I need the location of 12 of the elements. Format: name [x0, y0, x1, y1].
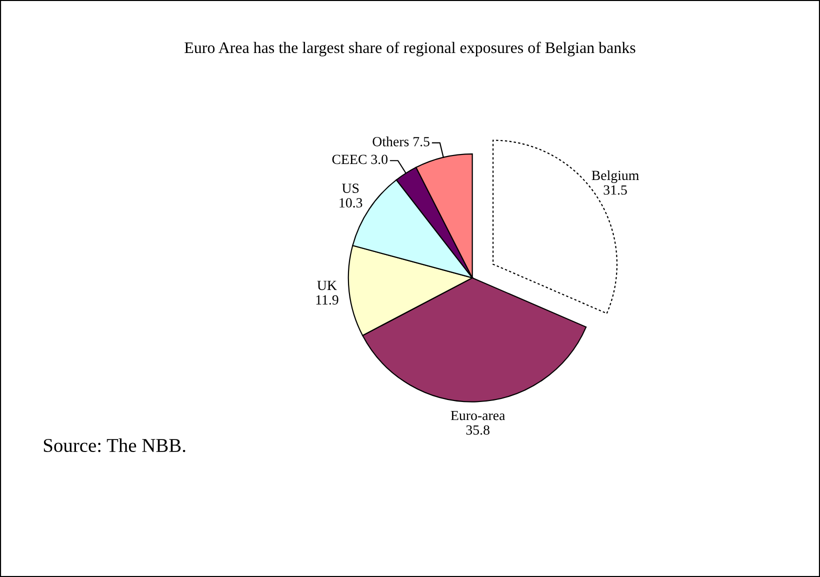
slice-label: Euro-area [450, 410, 506, 420]
slice-label: US [342, 184, 359, 193]
slice-label: CEEC 3.0 [332, 154, 388, 164]
data-label: 31.5 [604, 185, 627, 195]
slice-label: UK [317, 280, 337, 290]
chart-title: Euro Area has the largest share of regional exposures of Belgian banks [184, 42, 636, 56]
data-label: 35.8 [466, 425, 490, 435]
data-label: 10.3 [340, 198, 362, 208]
source-note: Source: The NBB. [44, 438, 186, 452]
slice-label: Belgium [592, 170, 639, 183]
data-label: 11.9 [316, 295, 338, 305]
slice-label: Others 7.5 [372, 136, 430, 146]
